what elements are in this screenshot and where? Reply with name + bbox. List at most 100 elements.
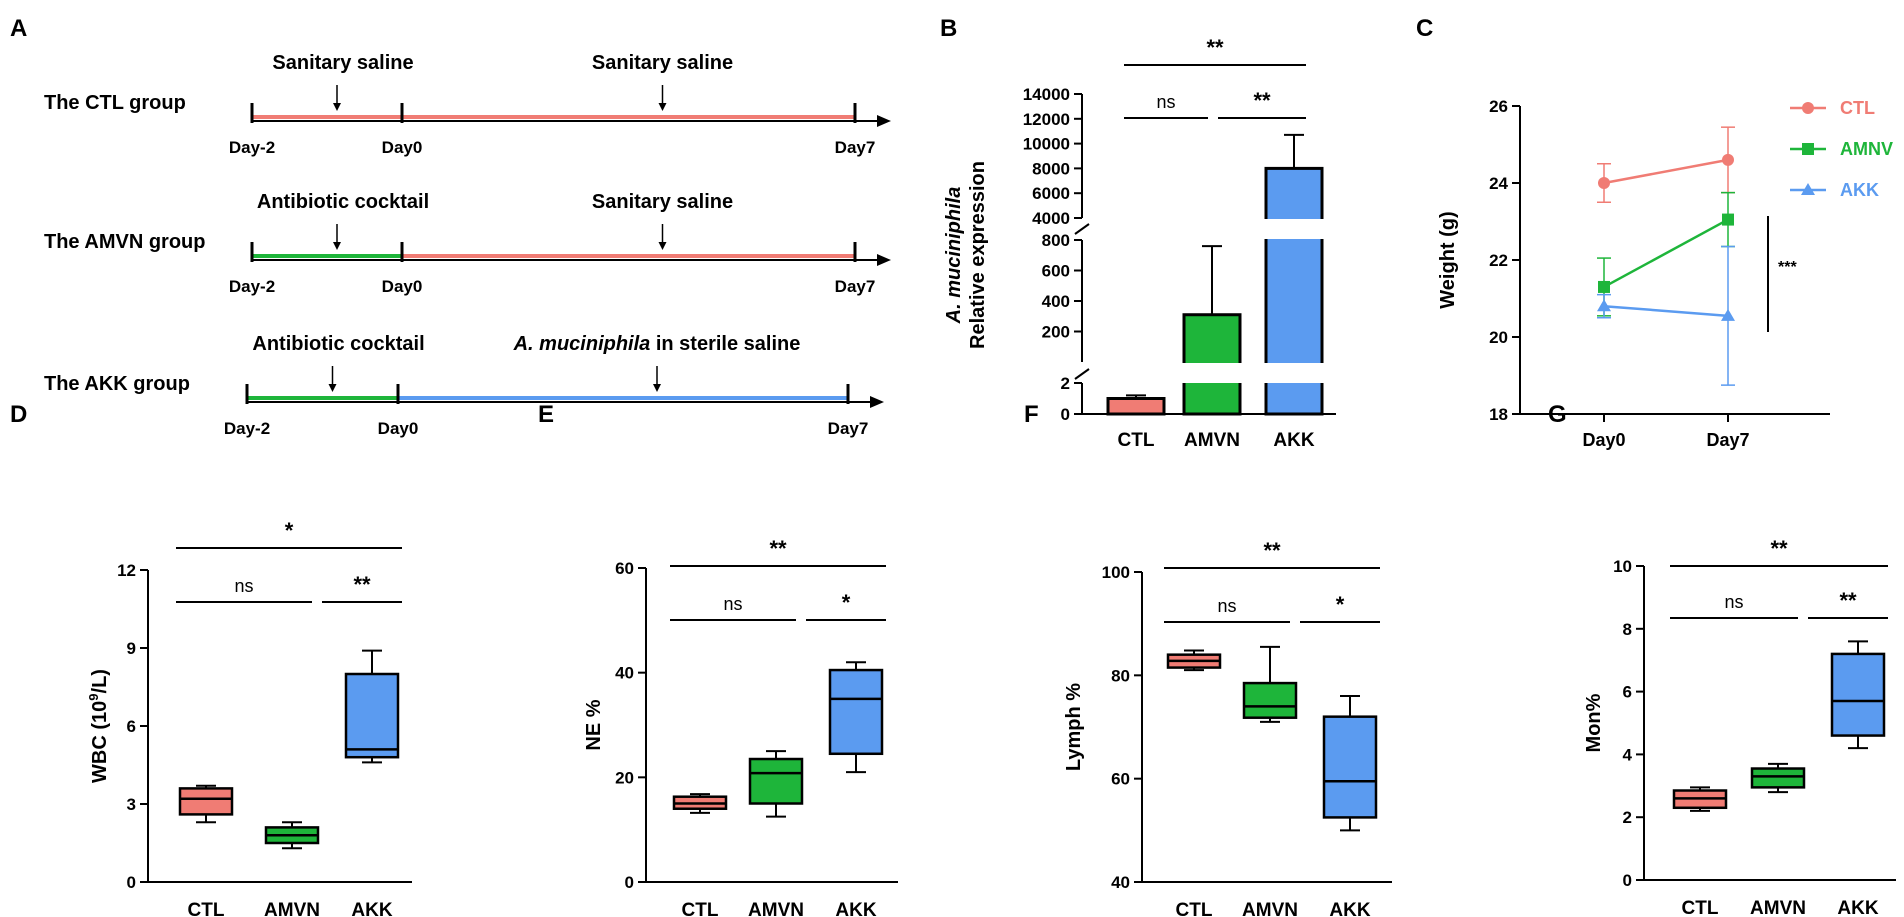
panel-label-f: F bbox=[1024, 401, 1039, 428]
point-ctl-1 bbox=[1722, 153, 1734, 166]
y-tick-label-8: 8 bbox=[1623, 620, 1632, 639]
bar-chart-panel: 0 2 200 400 600 800 4000 6000 8000 10000 12000 1400… bbox=[943, 35, 1336, 451]
y-tick-label-6: 6 bbox=[127, 717, 136, 736]
y-tick-label-8000: 8000 bbox=[1032, 159, 1070, 178]
legend-label-akk: AKK bbox=[1840, 180, 1879, 200]
box-akk bbox=[1830, 652, 1886, 737]
arrow-head-akk-0 bbox=[328, 384, 337, 392]
x-label-akk: AKK bbox=[1837, 898, 1878, 917]
y-tick-label-4000: 4000 bbox=[1032, 209, 1070, 228]
box-akk bbox=[1322, 715, 1378, 819]
x-label-amvn: AMVN bbox=[1750, 898, 1806, 917]
axis-arrow-amvn bbox=[877, 254, 891, 266]
sig-label-2: ** bbox=[1839, 588, 1857, 613]
sig-label-1: ns bbox=[723, 594, 742, 614]
group-name-akk: The AKK group bbox=[44, 373, 190, 395]
y-tick-label-60: 60 bbox=[615, 559, 634, 578]
sig-label-1: ns bbox=[234, 576, 253, 596]
phase1-label-ctl: Sanitary saline bbox=[272, 52, 413, 74]
y-tick-label-2: 2 bbox=[1623, 808, 1632, 827]
phase1-label-amvn: Antibiotic cocktail bbox=[257, 191, 429, 213]
y-tick-label-4: 4 bbox=[1623, 745, 1633, 764]
series-line-akk bbox=[1603, 304, 1729, 318]
y-tick-label-400: 400 bbox=[1042, 292, 1070, 311]
y-tick-label-10000: 10000 bbox=[1023, 135, 1070, 154]
day-mid-akk: Day0 bbox=[378, 419, 419, 438]
x-label-ctl: CTL bbox=[188, 900, 225, 917]
y-tick-label-10: 10 bbox=[1613, 557, 1632, 576]
bar-ctl bbox=[1106, 397, 1166, 416]
x-label-amvn: AMVN bbox=[1242, 900, 1298, 917]
arrow-head-ctl-1 bbox=[658, 103, 667, 111]
x-label-akk: AKK bbox=[1273, 430, 1314, 451]
y-tick-label-0: 0 bbox=[1061, 405, 1070, 424]
y-tick-label-26: 26 bbox=[1489, 97, 1508, 116]
x-label-akk: AKK bbox=[1329, 900, 1370, 917]
group-name-ctl: The CTL group bbox=[44, 92, 186, 114]
x-label-amvn: AMVN bbox=[264, 900, 320, 917]
axis-break-1 bbox=[1074, 223, 1090, 235]
box-akk bbox=[344, 672, 400, 759]
y-tick-label-6000: 6000 bbox=[1032, 184, 1070, 203]
sig-label-0: * bbox=[285, 518, 294, 543]
panel-label-c: C bbox=[1416, 15, 1433, 42]
y-tick-label-80: 80 bbox=[1111, 666, 1130, 685]
sig-label: *** bbox=[1778, 259, 1797, 276]
y-tick-label-0: 0 bbox=[1623, 871, 1632, 890]
sig-label-2: * bbox=[1336, 592, 1345, 617]
x-label-ctl: CTL bbox=[1682, 898, 1719, 917]
y-tick-label-20: 20 bbox=[1489, 328, 1508, 347]
sig-label-1: ns bbox=[1156, 92, 1175, 112]
bar-break-akk-lower bbox=[1264, 363, 1324, 383]
y-axis-label-main: WBC (10 bbox=[89, 701, 111, 783]
day-end-akk: Day7 bbox=[828, 419, 869, 438]
phase2-label-amvn: Sanitary saline bbox=[592, 191, 733, 213]
point-amnv-1 bbox=[1722, 213, 1734, 226]
y-tick-label-600: 600 bbox=[1042, 262, 1070, 281]
arrow-head-akk-1 bbox=[653, 384, 661, 392]
timeline-panel: The CTL group Day-2 Day0 Day7 Sanitary salin… bbox=[44, 52, 891, 438]
bar-break-akk-upper bbox=[1264, 219, 1324, 239]
y-tick-label-12000: 12000 bbox=[1023, 110, 1070, 129]
y-tick-label-2: 2 bbox=[1061, 374, 1070, 393]
sig-label-0: ** bbox=[1206, 35, 1224, 60]
box-amvn bbox=[748, 757, 804, 805]
sig-label-0: ** bbox=[1770, 536, 1788, 561]
x-label-ctl: CTL bbox=[682, 900, 719, 917]
box-amvn bbox=[1242, 681, 1298, 719]
y-tick-label-3: 3 bbox=[127, 795, 136, 814]
phase2-label-italic: A. muciniphila bbox=[513, 333, 651, 355]
point-amnv-0 bbox=[1598, 280, 1610, 293]
y-tick-label-0: 0 bbox=[127, 873, 136, 892]
sig-label-1: ns bbox=[1217, 596, 1236, 616]
box-chart-ne: 0 20 40 60 CTL AMVN AKK NE % ** ns * bbox=[583, 536, 898, 917]
sig-label-0: ** bbox=[769, 536, 787, 561]
x-label-ctl: CTL bbox=[1176, 900, 1213, 917]
y-tick-label-22: 22 bbox=[1489, 251, 1508, 270]
group-name-amvn: The AMVN group bbox=[44, 231, 205, 253]
axis-arrow-akk bbox=[870, 396, 884, 408]
axis-arrow-ctl bbox=[877, 115, 891, 127]
arrow-head-ctl-0 bbox=[333, 103, 341, 111]
panel-label-e: E bbox=[538, 401, 554, 428]
series-line-ctl bbox=[1603, 158, 1729, 185]
x-label-amvn: AMVN bbox=[1184, 430, 1240, 451]
x-label-amvn: AMVN bbox=[748, 900, 804, 917]
legend-marker-ctl bbox=[1802, 102, 1814, 114]
y-tick-label-6: 6 bbox=[1623, 683, 1632, 702]
day-end-amvn: Day7 bbox=[835, 277, 876, 296]
sig-label-2: ** bbox=[353, 572, 371, 597]
bar-break-amvn-lower bbox=[1182, 363, 1242, 383]
box-chart-lymph: 40 60 80 100 CTL AMVN AKK Lymph % ** ns * bbox=[1063, 538, 1392, 917]
x-label-ctl: CTL bbox=[1118, 430, 1155, 451]
legend-marker-akk bbox=[1801, 183, 1815, 195]
day-end-ctl: Day7 bbox=[835, 138, 876, 157]
arrow-head-amvn-0 bbox=[333, 242, 341, 250]
day-mid-amvn: Day0 bbox=[382, 277, 423, 296]
sig-label-0: ** bbox=[1263, 538, 1281, 563]
y-axis-label: WBC (109/L) bbox=[86, 669, 111, 783]
point-ctl-0 bbox=[1598, 177, 1610, 189]
y-tick-label-20: 20 bbox=[615, 768, 634, 787]
